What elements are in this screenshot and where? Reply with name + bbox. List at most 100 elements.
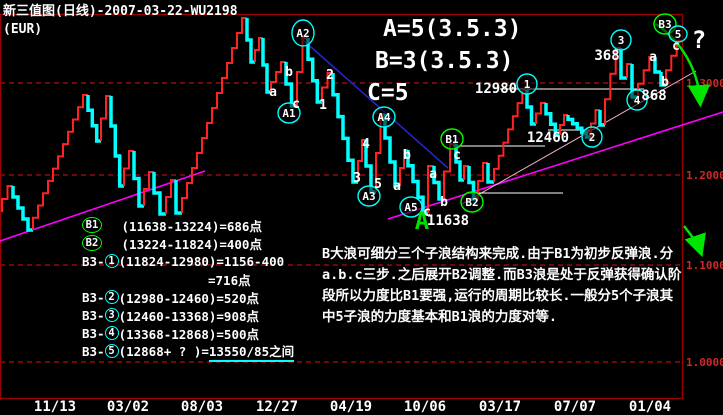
price-up-segment xyxy=(143,171,154,206)
price-up-segment xyxy=(559,114,568,135)
price-label: c xyxy=(672,39,680,54)
price-label: 3 xyxy=(353,171,361,186)
price-up-segment xyxy=(123,150,134,186)
wave-circle-label: A3 xyxy=(362,190,375,203)
price-label: 2 xyxy=(326,68,334,83)
price-label: 11638 xyxy=(427,213,469,229)
wave-circle-label: A5 xyxy=(404,201,417,214)
wave-circle xyxy=(291,19,315,47)
analysis-line: B1 (11638-13224)=686点 xyxy=(82,216,294,234)
wave-badge: 5 xyxy=(104,344,119,358)
wave-badge: B1 xyxy=(82,217,102,233)
price-down-segment xyxy=(406,150,428,215)
price-up-segment xyxy=(477,162,488,199)
wave-a-marker: A xyxy=(415,207,430,235)
wave-circle xyxy=(668,25,688,43)
wave-summary-line: A=5(3.5.3) xyxy=(383,16,522,42)
price-down-segment xyxy=(454,144,464,182)
analysis-notes: B1 (11638-13224)=686点 B2 (13224-11824)=40… xyxy=(82,216,295,362)
wave-circle xyxy=(516,73,538,95)
price-down-segment xyxy=(619,48,627,80)
price-up-segment xyxy=(32,94,88,230)
y-axis-tick-label: 1.0000 xyxy=(686,356,723,369)
price-down-segment xyxy=(432,166,444,201)
price-up-segment xyxy=(399,149,408,186)
x-axis-tick-label: 04/19 xyxy=(329,399,373,415)
channel-pink xyxy=(461,70,697,205)
wave-circle-label: 2 xyxy=(589,131,596,144)
price-up-segment xyxy=(493,89,527,182)
x-axis-tick-label: 12/27 xyxy=(255,399,299,415)
wave-badge: 1 xyxy=(104,254,119,268)
price-label: 368 xyxy=(594,48,619,64)
x-axis-tick-label: 03/02 xyxy=(106,399,150,415)
price-down-segment xyxy=(306,38,322,104)
currency-label: (EUR) xyxy=(3,22,43,37)
plot-border xyxy=(0,13,684,400)
x-axis-tick-label: 03/17 xyxy=(478,399,522,415)
price-label: c xyxy=(292,97,300,112)
wave-circle-label: B3 xyxy=(658,18,671,31)
wave-circle-label: 4 xyxy=(634,94,641,107)
analysis-line: B3- 4 (13368-12868)=500点 xyxy=(82,325,260,342)
x-axis-tick-label: 10/06 xyxy=(403,399,447,415)
analysis-line: B3- 5 (12868+ ? )= 13550/85之间 xyxy=(82,342,295,362)
decline-blue xyxy=(302,39,449,169)
price-up-segment xyxy=(321,72,333,102)
price-up-segment xyxy=(270,61,286,92)
y-axis-tick-label: 1.1000 xyxy=(686,259,723,272)
x-axis-tick-label: 11/13 xyxy=(33,399,77,415)
price-label: b xyxy=(285,65,293,80)
wave-badge: 3 xyxy=(104,308,119,322)
price-label: a xyxy=(393,179,401,194)
analysis-paragraph: B大浪可细分三个子浪结构来完成.由于B1为初步反弹浪.分 a.b.c三步.之后展… xyxy=(322,246,682,325)
analysis-line: B2 (13224-11824)=400点 xyxy=(82,234,294,252)
support-right-magenta xyxy=(387,111,723,220)
price-label: c xyxy=(453,148,461,163)
price-down-segment xyxy=(174,180,182,215)
price-up-segment xyxy=(100,95,111,141)
price-label: 5 xyxy=(374,177,382,192)
wave-circle xyxy=(440,128,464,150)
wave-summary-line: B=3(3.5.3) xyxy=(375,48,514,74)
price-label: b xyxy=(661,75,669,90)
analysis-line: =716点 xyxy=(208,272,251,288)
price-down-segment xyxy=(383,114,400,188)
analysis-line: B3- 2 (12980-12460)=520点 xyxy=(82,289,260,306)
price-up-segment xyxy=(535,102,546,124)
price-down-segment xyxy=(86,95,101,143)
x-axis-tick-label: 07/07 xyxy=(553,399,597,415)
price-label: a xyxy=(649,50,657,65)
price-down-segment xyxy=(132,151,144,208)
projection-arrow-lower xyxy=(683,225,706,258)
wave-badge: 2 xyxy=(104,290,119,304)
wave-summary-line: C=5 xyxy=(367,80,409,106)
price-label: a xyxy=(269,85,277,100)
price-down-segment xyxy=(245,18,255,64)
price-down-segment xyxy=(11,186,33,232)
x-axis-tick-label: 08/03 xyxy=(180,399,224,415)
wave-badge: 4 xyxy=(104,326,119,340)
price-down-segment xyxy=(659,72,666,87)
wave-circle xyxy=(277,102,301,124)
price-label: 12980 xyxy=(475,81,517,97)
wave-circle-label: B1 xyxy=(445,133,459,146)
analysis-line: B3- 3 (12460-13368)=908点 xyxy=(82,307,260,324)
price-down-segment xyxy=(261,38,271,94)
wave-circle xyxy=(460,191,484,213)
price-label: 12460 xyxy=(527,130,569,146)
x-axis-tick-label: 01/04 xyxy=(628,399,672,415)
price-up-segment xyxy=(165,179,176,214)
analysis-line: B3- 1 (11824-12980)=1156-400 xyxy=(82,253,285,269)
price-up-segment xyxy=(357,139,366,182)
wave-circle xyxy=(399,196,423,218)
wave-circle xyxy=(372,106,396,128)
price-label: b xyxy=(440,195,448,210)
wave-circle-label: A1 xyxy=(282,107,296,120)
price-up-segment xyxy=(427,165,434,213)
price-label: ? xyxy=(692,26,706,54)
wave-circle xyxy=(626,89,648,111)
wave-circle-label: A4 xyxy=(377,111,391,124)
wave-circle xyxy=(610,29,632,51)
